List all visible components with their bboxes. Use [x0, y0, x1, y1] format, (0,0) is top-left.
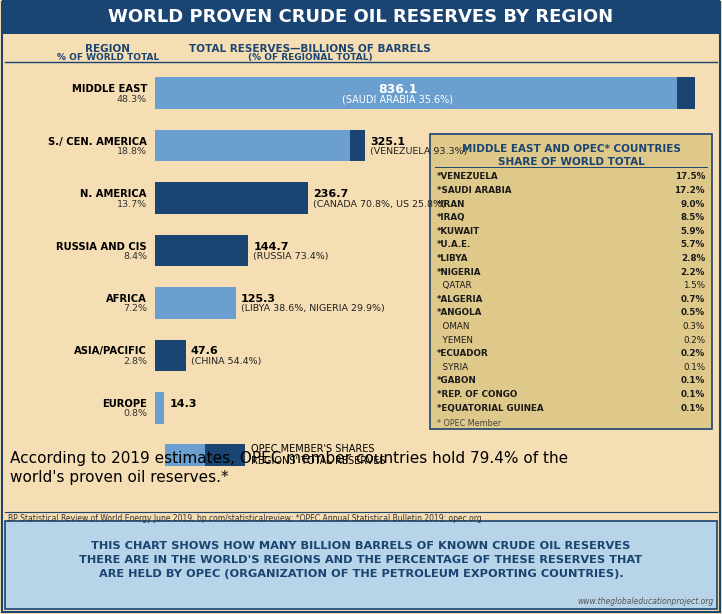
- Text: 144.7: 144.7: [253, 241, 289, 252]
- Bar: [155, 340, 186, 371]
- Text: 0.3%: 0.3%: [683, 322, 705, 331]
- Bar: [430, 134, 712, 429]
- Text: WORLD PROVEN CRUDE OIL RESERVES BY REGION: WORLD PROVEN CRUDE OIL RESERVES BY REGIO…: [108, 8, 614, 26]
- Text: *REP. OF CONGO: *REP. OF CONGO: [437, 390, 518, 399]
- Text: 0.5%: 0.5%: [681, 308, 705, 317]
- Bar: [350, 130, 365, 161]
- Bar: [155, 182, 308, 214]
- Bar: [155, 130, 365, 161]
- Text: www.theglobaleducationproject.org: www.theglobaleducationproject.org: [578, 597, 714, 606]
- Text: TOTAL RESERVES—BILLIONS OF BARRELS: TOTAL RESERVES—BILLIONS OF BARRELS: [189, 44, 431, 54]
- Text: (RUSSIA 73.4%): (RUSSIA 73.4%): [253, 252, 329, 261]
- Text: 5.9%: 5.9%: [681, 227, 705, 236]
- Text: *ALGERIA: *ALGERIA: [437, 295, 483, 304]
- Text: *NIGERIA: *NIGERIA: [437, 268, 482, 276]
- Text: * OPEC Member: * OPEC Member: [437, 419, 501, 429]
- Text: *IRAQ: *IRAQ: [437, 213, 466, 222]
- Text: *U.A.E.: *U.A.E.: [437, 240, 471, 249]
- Text: (CHINA 54.4%): (CHINA 54.4%): [191, 357, 261, 366]
- Text: 9.0%: 9.0%: [681, 200, 705, 209]
- Text: 125.3: 125.3: [241, 294, 276, 304]
- Text: *IRAN: *IRAN: [437, 200, 466, 209]
- Text: (% OF REGIONAL TOTAL): (% OF REGIONAL TOTAL): [248, 53, 373, 62]
- Text: 0.1%: 0.1%: [683, 363, 705, 372]
- Text: MIDDLE EAST AND OPEC* COUNTRIES: MIDDLE EAST AND OPEC* COUNTRIES: [461, 144, 680, 154]
- Text: 2.8%: 2.8%: [681, 254, 705, 263]
- Text: ASIA/PACIFIC: ASIA/PACIFIC: [74, 346, 147, 356]
- Text: 48.3%: 48.3%: [117, 95, 147, 104]
- Text: 1.5%: 1.5%: [683, 281, 705, 290]
- Text: *ANGOLA: *ANGOLA: [437, 308, 482, 317]
- Text: S./ CEN. AMERICA: S./ CEN. AMERICA: [48, 137, 147, 147]
- Text: N. AMERICA: N. AMERICA: [80, 189, 147, 199]
- Text: *VENEZUELA: *VENEZUELA: [437, 173, 499, 181]
- Text: 0.1%: 0.1%: [681, 390, 705, 399]
- Text: 0.7%: 0.7%: [681, 295, 705, 304]
- Bar: [155, 235, 248, 266]
- Bar: [155, 392, 164, 424]
- Text: YEMEN: YEMEN: [437, 336, 473, 344]
- Text: *KUWAIT: *KUWAIT: [437, 227, 480, 236]
- Text: THIS CHART SHOWS HOW MANY BILLION BARRELS OF KNOWN CRUDE OIL RESERVES
THERE ARE : THIS CHART SHOWS HOW MANY BILLION BARREL…: [79, 541, 643, 579]
- Text: 14.3: 14.3: [169, 398, 196, 409]
- Text: QATAR: QATAR: [437, 281, 471, 290]
- Text: *SAUDI ARABIA: *SAUDI ARABIA: [437, 186, 511, 195]
- Text: (CANADA 70.8%, US 25.8%): (CANADA 70.8%, US 25.8%): [313, 200, 445, 209]
- Text: *ECUADOR: *ECUADOR: [437, 349, 489, 358]
- Text: 18.8%: 18.8%: [117, 147, 147, 156]
- Text: 2.8%: 2.8%: [123, 357, 147, 366]
- Text: According to 2019 estimates, OPEC member countries hold 79.4% of the
world's pro: According to 2019 estimates, OPEC member…: [10, 451, 568, 485]
- Text: OMAN: OMAN: [437, 322, 469, 331]
- Text: BP Statistical Review of World Energy June 2019, bp.com/statisticalreview; *OPEC: BP Statistical Review of World Energy Ju…: [8, 514, 482, 523]
- Text: 47.6: 47.6: [191, 346, 219, 356]
- Text: 0.1%: 0.1%: [681, 376, 705, 386]
- Text: 2.2%: 2.2%: [681, 268, 705, 276]
- Text: OPEC MEMBER'S SHARES: OPEC MEMBER'S SHARES: [251, 444, 375, 454]
- Text: REGION: REGION: [85, 44, 131, 54]
- Text: 17.5%: 17.5%: [674, 173, 705, 181]
- Text: *EQUATORIAL GUINEA: *EQUATORIAL GUINEA: [437, 403, 544, 413]
- Text: (LIBYA 38.6%, NIGERIA 29.9%): (LIBYA 38.6%, NIGERIA 29.9%): [241, 305, 385, 313]
- Text: 7.2%: 7.2%: [123, 305, 147, 313]
- Text: EUROPE: EUROPE: [102, 398, 147, 409]
- Bar: [155, 77, 695, 109]
- Text: *GABON: *GABON: [437, 376, 477, 386]
- Text: 0.8%: 0.8%: [123, 410, 147, 418]
- Text: SHARE OF WORLD TOTAL: SHARE OF WORLD TOTAL: [497, 157, 644, 167]
- Text: 0.2%: 0.2%: [681, 349, 705, 358]
- Text: 8.5%: 8.5%: [681, 213, 705, 222]
- Text: AFRICA: AFRICA: [106, 294, 147, 304]
- Text: (VENEZUELA 93.3%): (VENEZUELA 93.3%): [370, 147, 467, 156]
- Text: REGIONS' TOTAL RESERVES: REGIONS' TOTAL RESERVES: [251, 456, 386, 466]
- Bar: [205, 444, 245, 466]
- Bar: [677, 77, 695, 109]
- Text: 0.1%: 0.1%: [681, 403, 705, 413]
- Text: MIDDLE EAST: MIDDLE EAST: [71, 84, 147, 94]
- Bar: [155, 287, 236, 319]
- Bar: [2, 0, 720, 34]
- Text: 836.1: 836.1: [378, 83, 418, 96]
- Text: 13.7%: 13.7%: [117, 200, 147, 209]
- Text: RUSSIA AND CIS: RUSSIA AND CIS: [56, 241, 147, 252]
- Text: *LIBYA: *LIBYA: [437, 254, 469, 263]
- Text: 236.7: 236.7: [313, 189, 348, 199]
- Text: (SAUDI ARABIA 35.6%): (SAUDI ARABIA 35.6%): [342, 94, 453, 104]
- Bar: [165, 444, 245, 466]
- Text: 325.1: 325.1: [370, 137, 405, 147]
- Text: 5.7%: 5.7%: [681, 240, 705, 249]
- Bar: [5, 521, 717, 609]
- Text: % OF WORLD TOTAL: % OF WORLD TOTAL: [57, 53, 159, 62]
- Text: 8.4%: 8.4%: [123, 252, 147, 261]
- Text: 17.2%: 17.2%: [674, 186, 705, 195]
- Text: SYRIA: SYRIA: [437, 363, 468, 372]
- Text: 0.2%: 0.2%: [683, 336, 705, 344]
